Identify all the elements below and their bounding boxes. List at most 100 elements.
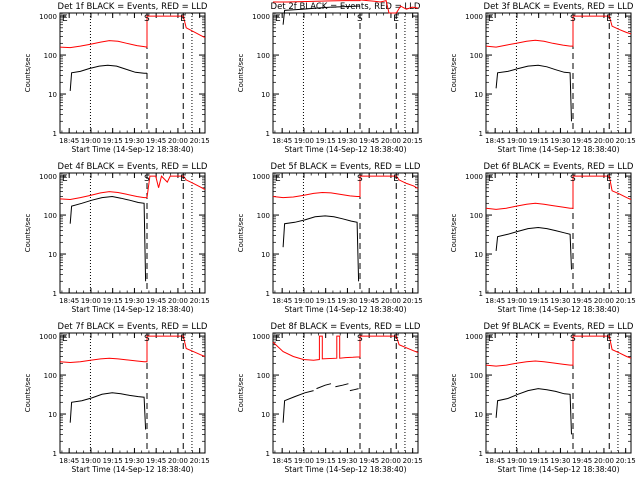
x-tick-label: 20:15 — [616, 457, 636, 465]
x-tick-label: 19:45 — [359, 137, 379, 145]
plot-frame — [59, 12, 206, 134]
panel-7: Det 7f BLACK = Events, RED = LLD 1 10 100 10… — [24, 322, 210, 474]
panel-6: Det 6f BLACK = Events, RED = LLD 1 10 100 10… — [450, 162, 636, 314]
y-tick-label: 10 — [261, 91, 270, 99]
y-tick-label: 10 — [474, 91, 483, 99]
marker-label: E — [180, 334, 186, 344]
panel-title: Det 7f BLACK = Events, RED = LLD — [58, 322, 208, 332]
panel-5: Det 5f BLACK = Events, RED = LLD 1 10 100 10… — [237, 162, 423, 314]
y-tick-label: 1000 — [39, 13, 57, 21]
plot-frame — [59, 332, 206, 454]
y-axis-label: Counts/sec — [24, 374, 32, 413]
x-tick-label: 19:30 — [124, 137, 144, 145]
x-tick-label: 19:00 — [294, 457, 314, 465]
x-tick-label: 19:00 — [81, 297, 101, 305]
x-axis-label: Start Time (14-Sep-12 18:38:40) — [498, 145, 620, 154]
x-tick-label: 20:15 — [190, 457, 210, 465]
marker-label: E — [275, 14, 281, 24]
y-axis-label: Counts/sec — [237, 54, 245, 93]
y-tick-label: 1 — [266, 290, 270, 298]
y-tick-label: 100 — [44, 52, 57, 60]
events-series — [69, 195, 147, 282]
marker-label: S — [357, 14, 363, 24]
x-tick-label: 19:30 — [337, 137, 357, 145]
x-tick-label: 19:45 — [359, 297, 379, 305]
marker-label: E — [606, 174, 612, 184]
marker-label: S — [357, 334, 363, 344]
x-tick-label: 19:45 — [572, 457, 592, 465]
marker-label: E — [393, 174, 399, 184]
x-tick-label: 20:00 — [168, 457, 188, 465]
x-tick-label: 19:00 — [294, 137, 314, 145]
x-axis-label: Start Time (14-Sep-12 18:38:40) — [72, 145, 194, 154]
panel-title: Det 6f BLACK = Events, RED = LLD — [484, 162, 634, 172]
x-tick-label: 20:15 — [190, 137, 210, 145]
x-tick-label: 20:15 — [403, 137, 423, 145]
lld-series — [59, 15, 206, 49]
marker-label: E — [393, 334, 399, 344]
y-tick-label: 1000 — [252, 333, 270, 341]
panel-4: Det 4f BLACK = Events, RED = LLD 1 10 100 10… — [24, 162, 210, 314]
y-tick-label: 1000 — [252, 13, 270, 21]
x-tick-label: 20:15 — [403, 297, 423, 305]
marker-label: E — [180, 14, 186, 24]
marker-label: E — [62, 334, 68, 344]
plot-frame — [485, 332, 632, 454]
x-tick-label: 19:00 — [81, 457, 101, 465]
x-tick-label: 19:15 — [103, 297, 123, 305]
y-tick-label: 100 — [257, 212, 270, 220]
lld-series — [272, 175, 419, 199]
x-tick-label: 20:00 — [168, 297, 188, 305]
x-tick-label: 18:45 — [59, 137, 79, 145]
x-tick-label: 20:00 — [594, 137, 614, 145]
lld-series — [485, 335, 632, 367]
panel-1: Det 1f BLACK = Events, RED = LLD 1 10 100 10… — [24, 2, 210, 154]
x-tick-label: 20:00 — [381, 457, 401, 465]
marker-label: E — [488, 174, 494, 184]
panel-title: Det 8f BLACK = Events, RED = LLD — [271, 322, 421, 332]
y-axis-label: Counts/sec — [450, 214, 458, 253]
x-tick-label: 20:15 — [190, 297, 210, 305]
y-tick-label: 1 — [479, 450, 483, 458]
x-axis-label: Start Time (14-Sep-12 18:38:40) — [498, 465, 620, 474]
marker-label: E — [275, 174, 281, 184]
y-tick-label: 10 — [48, 251, 57, 259]
marker-label: S — [144, 14, 150, 24]
y-tick-label: 10 — [48, 411, 57, 419]
marker-label: E — [393, 14, 399, 24]
events-series — [316, 383, 332, 390]
plot-frame — [272, 12, 419, 134]
y-tick-label: 100 — [470, 212, 483, 220]
x-tick-label: 19:00 — [294, 297, 314, 305]
x-tick-label: 19:45 — [572, 297, 592, 305]
x-tick-label: 19:15 — [316, 137, 336, 145]
marker-label: E — [62, 14, 68, 24]
x-tick-label: 19:15 — [316, 457, 336, 465]
x-axis-label: Start Time (14-Sep-12 18:38:40) — [72, 465, 194, 474]
lld-series — [485, 15, 632, 48]
y-tick-label: 10 — [261, 251, 270, 259]
y-tick-label: 1 — [479, 290, 483, 298]
x-tick-label: 18:45 — [59, 457, 79, 465]
y-axis-label: Counts/sec — [450, 54, 458, 93]
y-tick-label: 1000 — [465, 173, 483, 181]
x-tick-label: 19:00 — [507, 297, 527, 305]
panel-title: Det 5f BLACK = Events, RED = LLD — [271, 162, 421, 172]
marker-label: S — [144, 174, 150, 184]
x-tick-label: 19:00 — [507, 457, 527, 465]
x-tick-label: 19:15 — [529, 457, 549, 465]
y-tick-label: 1000 — [252, 173, 270, 181]
x-tick-label: 19:00 — [81, 137, 101, 145]
y-axis-label: Counts/sec — [450, 374, 458, 413]
x-tick-label: 18:45 — [59, 297, 79, 305]
y-tick-label: 1000 — [465, 333, 483, 341]
x-tick-label: 20:00 — [381, 297, 401, 305]
marker-label: S — [144, 334, 150, 344]
y-tick-label: 1000 — [39, 173, 57, 181]
marker-label: E — [606, 334, 612, 344]
x-tick-label: 19:15 — [103, 457, 123, 465]
x-tick-label: 19:45 — [146, 457, 166, 465]
marker-label: E — [488, 334, 494, 344]
x-tick-label: 19:30 — [337, 297, 357, 305]
x-tick-label: 19:45 — [572, 137, 592, 145]
